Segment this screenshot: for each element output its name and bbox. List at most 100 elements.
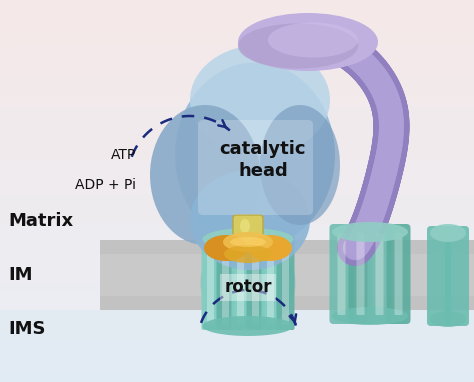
Bar (0, 260, 474, 264)
Bar (0, 65, 474, 69)
Bar (0, 46, 474, 50)
Bar (0, 199, 474, 202)
Bar (0, 210, 474, 214)
Bar (0, 11, 474, 15)
FancyBboxPatch shape (217, 235, 235, 330)
Bar (0, 126, 474, 130)
Text: IM: IM (8, 266, 33, 284)
FancyBboxPatch shape (337, 233, 346, 315)
Ellipse shape (238, 24, 358, 68)
FancyBboxPatch shape (375, 233, 383, 315)
FancyBboxPatch shape (282, 240, 289, 325)
Ellipse shape (224, 245, 272, 263)
Bar (0, 130, 474, 134)
Bar (0, 103, 474, 107)
Bar (0, 222, 474, 225)
Bar (0, 176, 474, 180)
Bar (0, 325, 474, 329)
Bar (0, 134, 474, 138)
FancyBboxPatch shape (394, 233, 402, 315)
Bar (0, 34, 474, 38)
Ellipse shape (230, 237, 266, 247)
Bar (0, 76, 474, 80)
Bar (0, 187, 474, 191)
Bar (0, 298, 474, 302)
Bar (0, 202, 474, 206)
Bar (0, 164, 474, 168)
Bar (0, 19, 474, 23)
Bar (0, 344, 474, 348)
Bar (0, 191, 474, 195)
Bar (0, 317, 474, 321)
Bar (0, 332, 474, 336)
Ellipse shape (150, 105, 260, 245)
Bar (0, 153, 474, 157)
FancyBboxPatch shape (246, 235, 264, 330)
Bar (0, 157, 474, 160)
Bar (0, 229, 474, 233)
Text: IMS: IMS (8, 320, 46, 338)
Bar (0, 61, 474, 65)
Bar (0, 4, 474, 8)
Bar (0, 96, 474, 99)
Bar (0, 15, 474, 19)
Bar (0, 88, 474, 92)
Bar (0, 180, 474, 183)
FancyBboxPatch shape (237, 240, 244, 325)
FancyBboxPatch shape (267, 240, 274, 325)
Bar (0, 160, 474, 164)
Bar (0, 149, 474, 153)
Bar (0, 195, 474, 199)
Bar (0, 84, 474, 88)
Ellipse shape (268, 23, 358, 58)
Bar (0, 92, 474, 96)
Bar (0, 206, 474, 210)
Bar (0, 283, 474, 286)
Bar (0, 374, 474, 378)
Ellipse shape (430, 311, 466, 327)
Bar (0, 340, 474, 344)
Bar (0, 38, 474, 42)
Bar (0, 69, 474, 73)
Bar (0, 42, 474, 46)
Bar (0, 27, 474, 31)
Bar (0, 378, 474, 382)
Bar (100, 254, 474, 296)
Bar (0, 252, 474, 256)
FancyBboxPatch shape (427, 226, 451, 326)
Bar (0, 172, 474, 176)
Bar (0, 50, 474, 53)
Bar (0, 168, 474, 172)
Ellipse shape (223, 232, 273, 252)
Bar (0, 256, 474, 260)
FancyBboxPatch shape (445, 226, 469, 326)
Bar (0, 371, 474, 374)
Ellipse shape (248, 235, 292, 261)
Bar (0, 8, 474, 11)
Bar (0, 275, 474, 279)
Bar (0, 329, 474, 332)
Bar (0, 115, 474, 118)
Bar (0, 0, 474, 4)
Bar (0, 267, 474, 271)
Bar (0, 141, 474, 145)
Bar (0, 264, 474, 267)
Bar (0, 145, 474, 149)
Bar (0, 218, 474, 222)
Bar (0, 313, 474, 317)
Bar (0, 57, 474, 61)
Bar (0, 355, 474, 359)
Bar (0, 214, 474, 218)
Ellipse shape (175, 63, 335, 248)
Text: rotor: rotor (224, 278, 272, 296)
Ellipse shape (260, 105, 340, 225)
FancyBboxPatch shape (222, 240, 229, 325)
Bar (0, 294, 474, 298)
Ellipse shape (202, 228, 293, 250)
Ellipse shape (238, 13, 378, 71)
Bar (0, 321, 474, 325)
Ellipse shape (240, 219, 250, 233)
Bar (0, 367, 474, 371)
Ellipse shape (332, 222, 408, 242)
FancyBboxPatch shape (348, 224, 373, 324)
